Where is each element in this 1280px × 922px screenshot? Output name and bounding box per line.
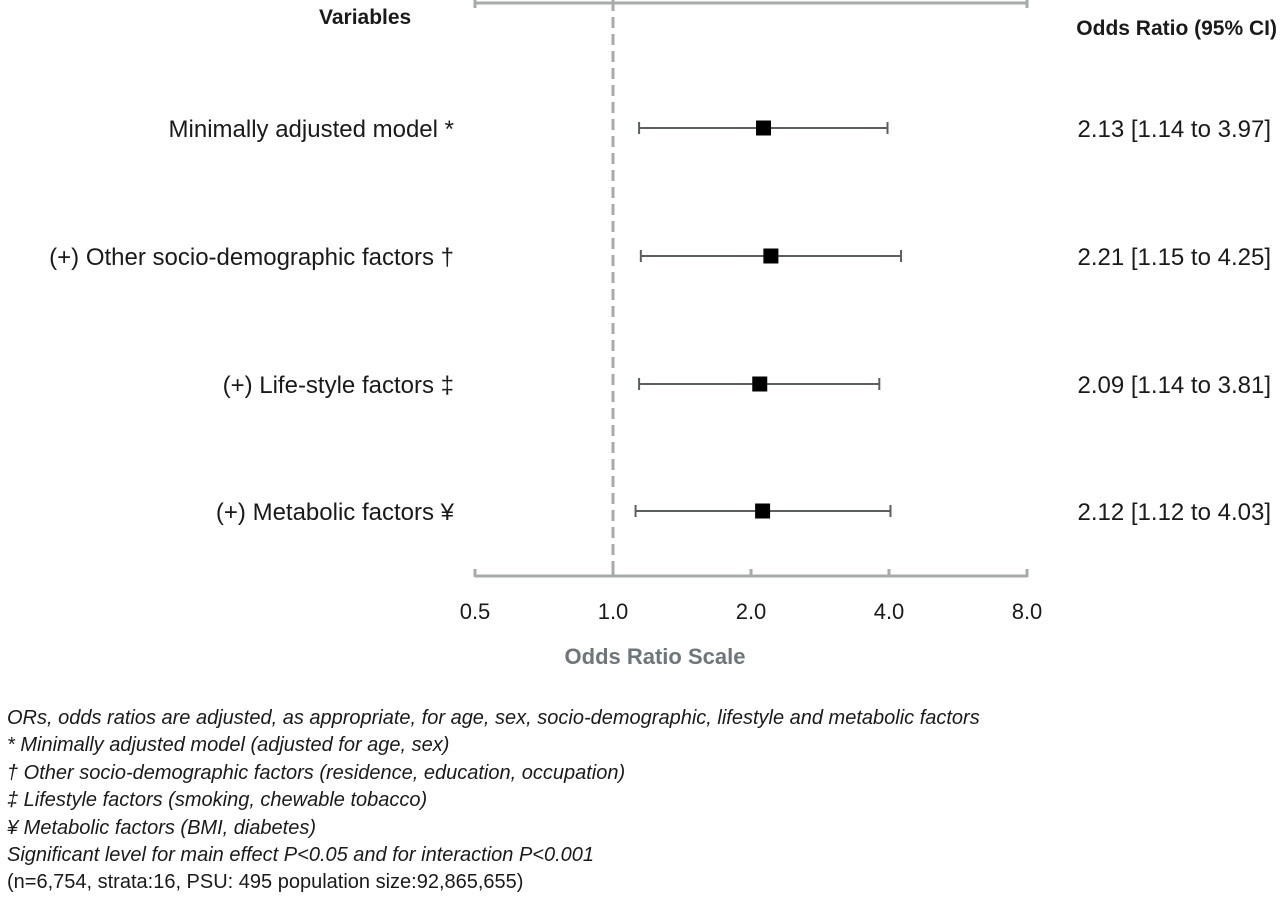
- forest-row: Minimally adjusted model * 2.13 [1.14 to …: [169, 116, 1271, 143]
- row-label: Minimally adjusted model *: [169, 116, 454, 143]
- forest-row: (+) Metabolic factors ¥ 2.12 [1.12 to 4.0…: [216, 499, 1271, 526]
- row-label: (+) Other socio-demographic factors †: [49, 244, 454, 271]
- or-ci-label: 2.12 [1.12 to 4.03]: [1078, 499, 1272, 526]
- or-ci-label: 2.21 [1.15 to 4.25]: [1078, 244, 1272, 271]
- x-axis-title: Odds Ratio Scale: [565, 644, 746, 669]
- plot-rows: Minimally adjusted model * 2.13 [1.14 to …: [49, 116, 1271, 526]
- footnote-sample: (n=6,754, strata:16, PSU: 495 population…: [7, 871, 524, 894]
- footnotes: ORs, odds ratios are adjusted, as approp…: [7, 705, 980, 897]
- plot-axes: 0.5 1.0 2.0 4.0 8.0: [460, 0, 1043, 624]
- row-label: (+) Metabolic factors ¥: [216, 499, 455, 526]
- footnote-significance: Significant level for main effect P<0.05…: [7, 844, 595, 867]
- footnote-or-adjusted: ORs, odds ratios are adjusted, as approp…: [7, 707, 980, 729]
- x-tick-label: 8.0: [1012, 599, 1043, 624]
- footnote-minimal-model: * Minimally adjusted model (adjusted for…: [7, 734, 450, 757]
- forest-row: (+) Life-style factors ‡ 2.09 [1.14 to 3.…: [223, 372, 1271, 399]
- footnote-metabolic: ¥ Metabolic factors (BMI, diabetes): [7, 816, 317, 839]
- or-point-marker: [763, 248, 779, 264]
- or-point-marker: [752, 376, 768, 392]
- row-label: (+) Life-style factors ‡: [223, 372, 454, 399]
- x-tick-label: 4.0: [874, 599, 905, 624]
- or-ci-label: 2.13 [1.14 to 3.97]: [1078, 116, 1272, 143]
- x-tick-label: 0.5: [460, 599, 491, 624]
- footnote-sociodemographic: † Other socio-demographic factors (resid…: [7, 761, 626, 784]
- variables-header: Variables: [319, 6, 411, 29]
- forest-row: (+) Other socio-demographic factors † 2.2…: [49, 244, 1271, 271]
- footnote-lifestyle: ‡ Lifestyle factors (smoking, chewable t…: [7, 789, 428, 812]
- forest-plot: 0.5 1.0 2.0 4.0 8.0 Minimally adjusted model…: [49, 0, 1277, 669]
- or-ci-label: 2.09 [1.14 to 3.81]: [1078, 372, 1272, 399]
- or-point-marker: [756, 120, 772, 136]
- x-tick-label: 1.0: [598, 599, 629, 624]
- or-point-marker: [755, 503, 771, 519]
- x-tick-label: 2.0: [736, 599, 767, 624]
- odds-ratio-header: Odds Ratio (95% CI): [1076, 17, 1277, 40]
